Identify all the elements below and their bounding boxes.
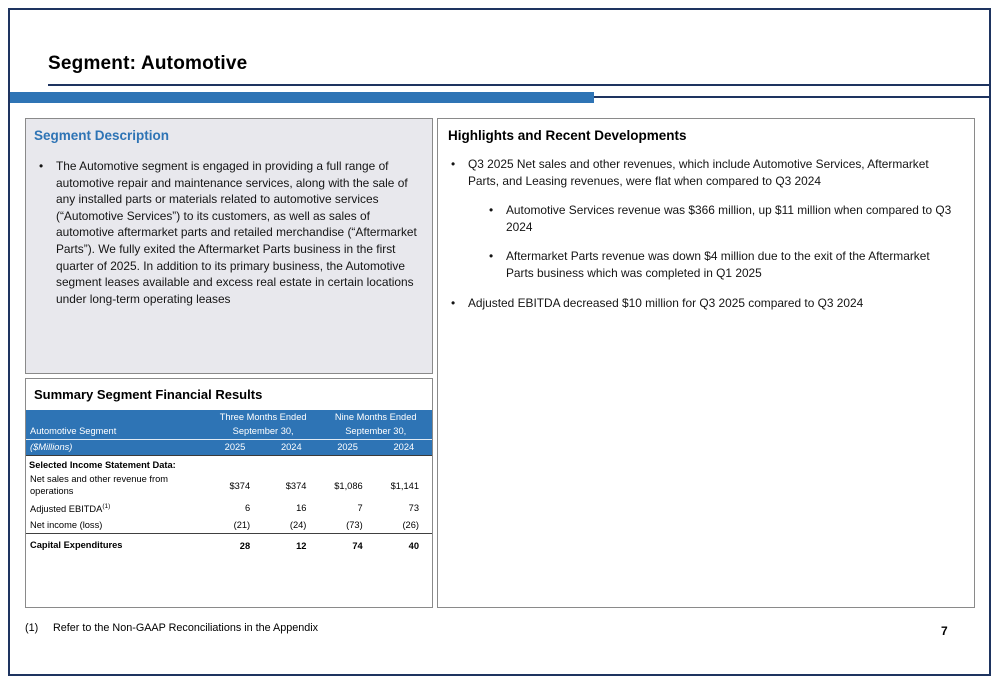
bullet-dot: • bbox=[451, 295, 456, 310]
financial-table: Three Months Ended Nine Months Ended Aut… bbox=[26, 410, 432, 557]
highlight-text: Q3 2025 Net sales and other revenues, wh… bbox=[468, 157, 929, 188]
page-title: Segment: Automotive bbox=[48, 53, 248, 74]
bullet-dot: • bbox=[39, 159, 44, 173]
highlights-heading: Highlights and Recent Developments bbox=[448, 128, 687, 143]
row-label: Capital Expenditures bbox=[26, 533, 207, 557]
highlights-body: • Q3 2025 Net sales and other revenues, … bbox=[451, 156, 958, 311]
footnote: (1) Refer to the Non-GAAP Reconciliation… bbox=[25, 622, 318, 634]
bullet-dot: • bbox=[489, 203, 494, 218]
year-column-header: 2024 bbox=[263, 439, 320, 456]
footnote-ref: (1) bbox=[102, 503, 111, 510]
segment-description-text: The Automotive segment is engaged in pro… bbox=[56, 159, 417, 306]
cell-value: $1,086 bbox=[334, 480, 363, 491]
date-subheader-three-months: September 30, bbox=[206, 424, 320, 440]
highlight-text: Adjusted EBITDA decreased $10 million fo… bbox=[468, 295, 864, 310]
table-year-row: ($Millions) 2025 2024 2025 2024 bbox=[26, 439, 432, 456]
table-row-net-income: Net income (loss) (21) (24) (73) (26) bbox=[26, 518, 432, 534]
cell-value: $374 bbox=[285, 480, 307, 491]
cell-value: (26) bbox=[402, 520, 419, 531]
cell-value: 28 bbox=[206, 533, 264, 557]
financial-results-heading: Summary Segment Financial Results bbox=[34, 387, 263, 402]
table-row-net-sales: Net sales and other revenue from operati… bbox=[26, 472, 432, 499]
table-group-header-row: Three Months Ended Nine Months Ended bbox=[26, 410, 432, 424]
highlight-sub-bullet: • Aftermarket Parts revenue was down $4 … bbox=[489, 248, 958, 281]
highlight-bullet: • Q3 2025 Net sales and other revenues, … bbox=[451, 156, 958, 189]
cell-value: (21) bbox=[233, 520, 251, 531]
highlight-sub-text: Aftermarket Parts revenue was down $4 mi… bbox=[506, 249, 930, 280]
row-label: Net income (loss) bbox=[30, 519, 103, 530]
table-row-adjusted-ebitda: Adjusted EBITDA(1) 6 16 7 73 bbox=[26, 499, 432, 518]
footnote-marker: (1) bbox=[25, 622, 39, 634]
year-column-header: 2025 bbox=[206, 439, 264, 456]
row-label: Net sales and other revenue from operati… bbox=[30, 474, 168, 496]
cell-value: 74 bbox=[319, 533, 376, 557]
accent-bar bbox=[10, 92, 594, 103]
row-label-text: Adjusted EBITDA bbox=[30, 504, 103, 515]
cell-value: (24) bbox=[289, 520, 307, 531]
bullet-dot: • bbox=[489, 249, 494, 264]
segment-description-panel: Segment Description • The Automotive seg… bbox=[25, 118, 433, 374]
accent-line bbox=[594, 96, 990, 98]
highlights-panel: Highlights and Recent Developments • Q3 … bbox=[437, 118, 975, 608]
table-corner-cell bbox=[26, 410, 207, 424]
col-group-three-months: Three Months Ended bbox=[206, 410, 320, 424]
cell-value: 12 bbox=[263, 533, 320, 557]
table-section-row: Selected Income Statement Data: bbox=[26, 456, 432, 473]
page-number: 7 bbox=[941, 624, 948, 638]
col-group-nine-months: Nine Months Ended bbox=[319, 410, 432, 424]
table-subheader-row: Automotive Segment September 30, Septemb… bbox=[26, 424, 432, 440]
cell-value: 40 bbox=[375, 533, 432, 557]
cell-value: $1,141 bbox=[390, 480, 419, 491]
highlight-sub-text: Automotive Services revenue was $366 mil… bbox=[506, 203, 952, 234]
cell-value: 6 bbox=[244, 503, 251, 514]
title-rule bbox=[48, 84, 990, 86]
cell-value: $374 bbox=[229, 480, 251, 491]
cell-value: 7 bbox=[357, 503, 363, 514]
row-label: Adjusted EBITDA(1) bbox=[26, 499, 207, 518]
bullet-dot: • bbox=[451, 157, 456, 171]
year-column-header: 2025 bbox=[319, 439, 376, 456]
units-label: ($Millions) bbox=[26, 439, 207, 456]
cell-value: (73) bbox=[346, 520, 363, 531]
highlight-bullet: • Adjusted EBITDA decreased $10 million … bbox=[451, 295, 958, 312]
date-subheader-nine-months: September 30, bbox=[319, 424, 432, 440]
financial-results-panel: Summary Segment Financial Results Three … bbox=[25, 378, 433, 608]
footnote-text: Refer to the Non-GAAP Reconciliations in… bbox=[53, 622, 319, 634]
segment-description-heading: Segment Description bbox=[34, 128, 170, 143]
cell-value: 73 bbox=[408, 503, 419, 514]
segment-description-bullet: • The Automotive segment is engaged in p… bbox=[39, 158, 423, 307]
table-row-capital-expenditures: Capital Expenditures 28 12 74 40 bbox=[26, 533, 432, 557]
section-label: Selected Income Statement Data: bbox=[29, 460, 176, 470]
year-column-header: 2024 bbox=[375, 439, 432, 456]
row-label-header: Automotive Segment bbox=[26, 424, 207, 440]
highlight-sub-bullet: • Automotive Services revenue was $366 m… bbox=[489, 202, 958, 235]
cell-value: 16 bbox=[296, 503, 307, 514]
